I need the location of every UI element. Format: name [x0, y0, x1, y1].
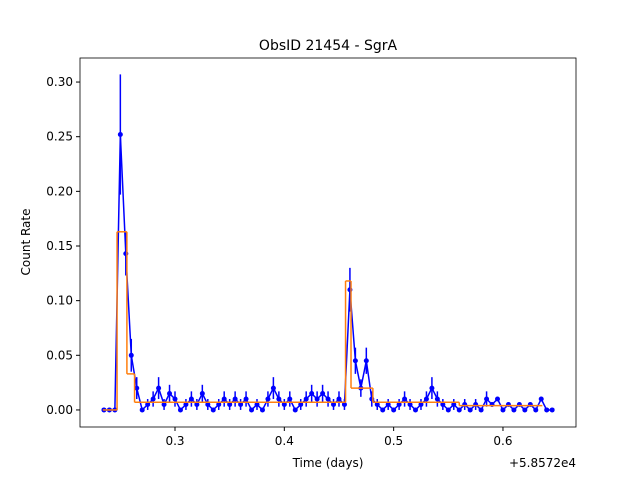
data-point — [500, 407, 506, 413]
data-point — [249, 407, 255, 413]
data-point — [402, 396, 408, 402]
data-point — [188, 396, 194, 402]
data-point — [484, 396, 490, 402]
data-point — [396, 401, 402, 407]
data-point — [210, 407, 216, 413]
y-tick-label: 0.05 — [46, 348, 73, 362]
data-point — [380, 407, 386, 413]
data-point — [352, 358, 358, 364]
data-point — [544, 407, 550, 413]
data-point — [194, 401, 200, 407]
x-offset-label: +5.8572e4 — [509, 456, 576, 470]
data-point — [117, 132, 123, 138]
data-point — [167, 391, 173, 397]
data-point — [538, 396, 544, 402]
data-point — [134, 385, 140, 391]
y-axis-label: Count Rate — [19, 209, 33, 276]
data-point — [259, 407, 265, 413]
data-point — [320, 391, 326, 397]
y-tick-label: 0.10 — [46, 294, 73, 308]
data-point — [276, 396, 282, 402]
data-point — [374, 401, 380, 407]
data-point — [331, 401, 337, 407]
data-point — [413, 407, 419, 413]
data-point — [407, 401, 413, 407]
data-point — [281, 401, 287, 407]
data-point — [429, 385, 435, 391]
x-tick-label: 0.4 — [275, 434, 294, 448]
data-point — [161, 401, 167, 407]
data-point — [243, 396, 249, 402]
data-point — [145, 401, 151, 407]
x-tick-label: 0.5 — [384, 434, 403, 448]
data-point — [238, 401, 244, 407]
data-point — [456, 407, 462, 413]
data-point — [292, 407, 298, 413]
data-point — [303, 396, 309, 402]
data-point — [139, 407, 145, 413]
data-point — [478, 407, 484, 413]
data-point — [440, 401, 446, 407]
data-point — [227, 401, 233, 407]
data-point — [128, 352, 134, 358]
data-point — [391, 407, 397, 413]
y-tick-label: 0.30 — [46, 75, 73, 89]
x-tick-label: 0.6 — [493, 434, 512, 448]
data-point — [533, 407, 539, 413]
data-point — [314, 396, 320, 402]
x-axis-label: Time (days) — [292, 456, 364, 470]
data-point — [451, 401, 457, 407]
data-point — [156, 385, 162, 391]
data-line — [103, 134, 553, 412]
data-point — [254, 401, 260, 407]
y-tick-label: 0.25 — [46, 130, 73, 144]
data-point — [172, 396, 178, 402]
data-point — [363, 358, 369, 364]
data-point — [309, 391, 315, 397]
data-point — [183, 401, 189, 407]
data-point — [265, 396, 271, 402]
data-point — [434, 396, 440, 402]
data-point — [522, 407, 528, 413]
data-point — [495, 396, 501, 402]
data-point — [177, 407, 183, 413]
data-point — [270, 385, 276, 391]
data-point — [467, 407, 473, 413]
data-point — [205, 401, 211, 407]
data-point — [418, 401, 424, 407]
data-point — [232, 396, 238, 402]
x-tick-label: 0.3 — [165, 434, 184, 448]
chart-title: ObsID 21454 - SgrA — [259, 38, 398, 54]
y-tick-label: 0.15 — [46, 239, 73, 253]
data-point — [221, 396, 227, 402]
data-point — [336, 396, 342, 402]
plot-frame — [79, 57, 577, 428]
data-point — [199, 391, 205, 397]
data-point — [511, 407, 517, 413]
y-tick-label: 0.00 — [46, 403, 73, 417]
data-point — [385, 401, 391, 407]
data-point — [216, 401, 222, 407]
data-point — [445, 407, 451, 413]
data-point — [549, 407, 555, 413]
data-point — [325, 396, 331, 402]
data-point — [341, 401, 347, 407]
data-point — [423, 396, 429, 402]
y-tick-label: 0.20 — [46, 184, 73, 198]
data-point — [287, 396, 293, 402]
data-point — [298, 401, 304, 407]
data-point — [150, 396, 156, 402]
